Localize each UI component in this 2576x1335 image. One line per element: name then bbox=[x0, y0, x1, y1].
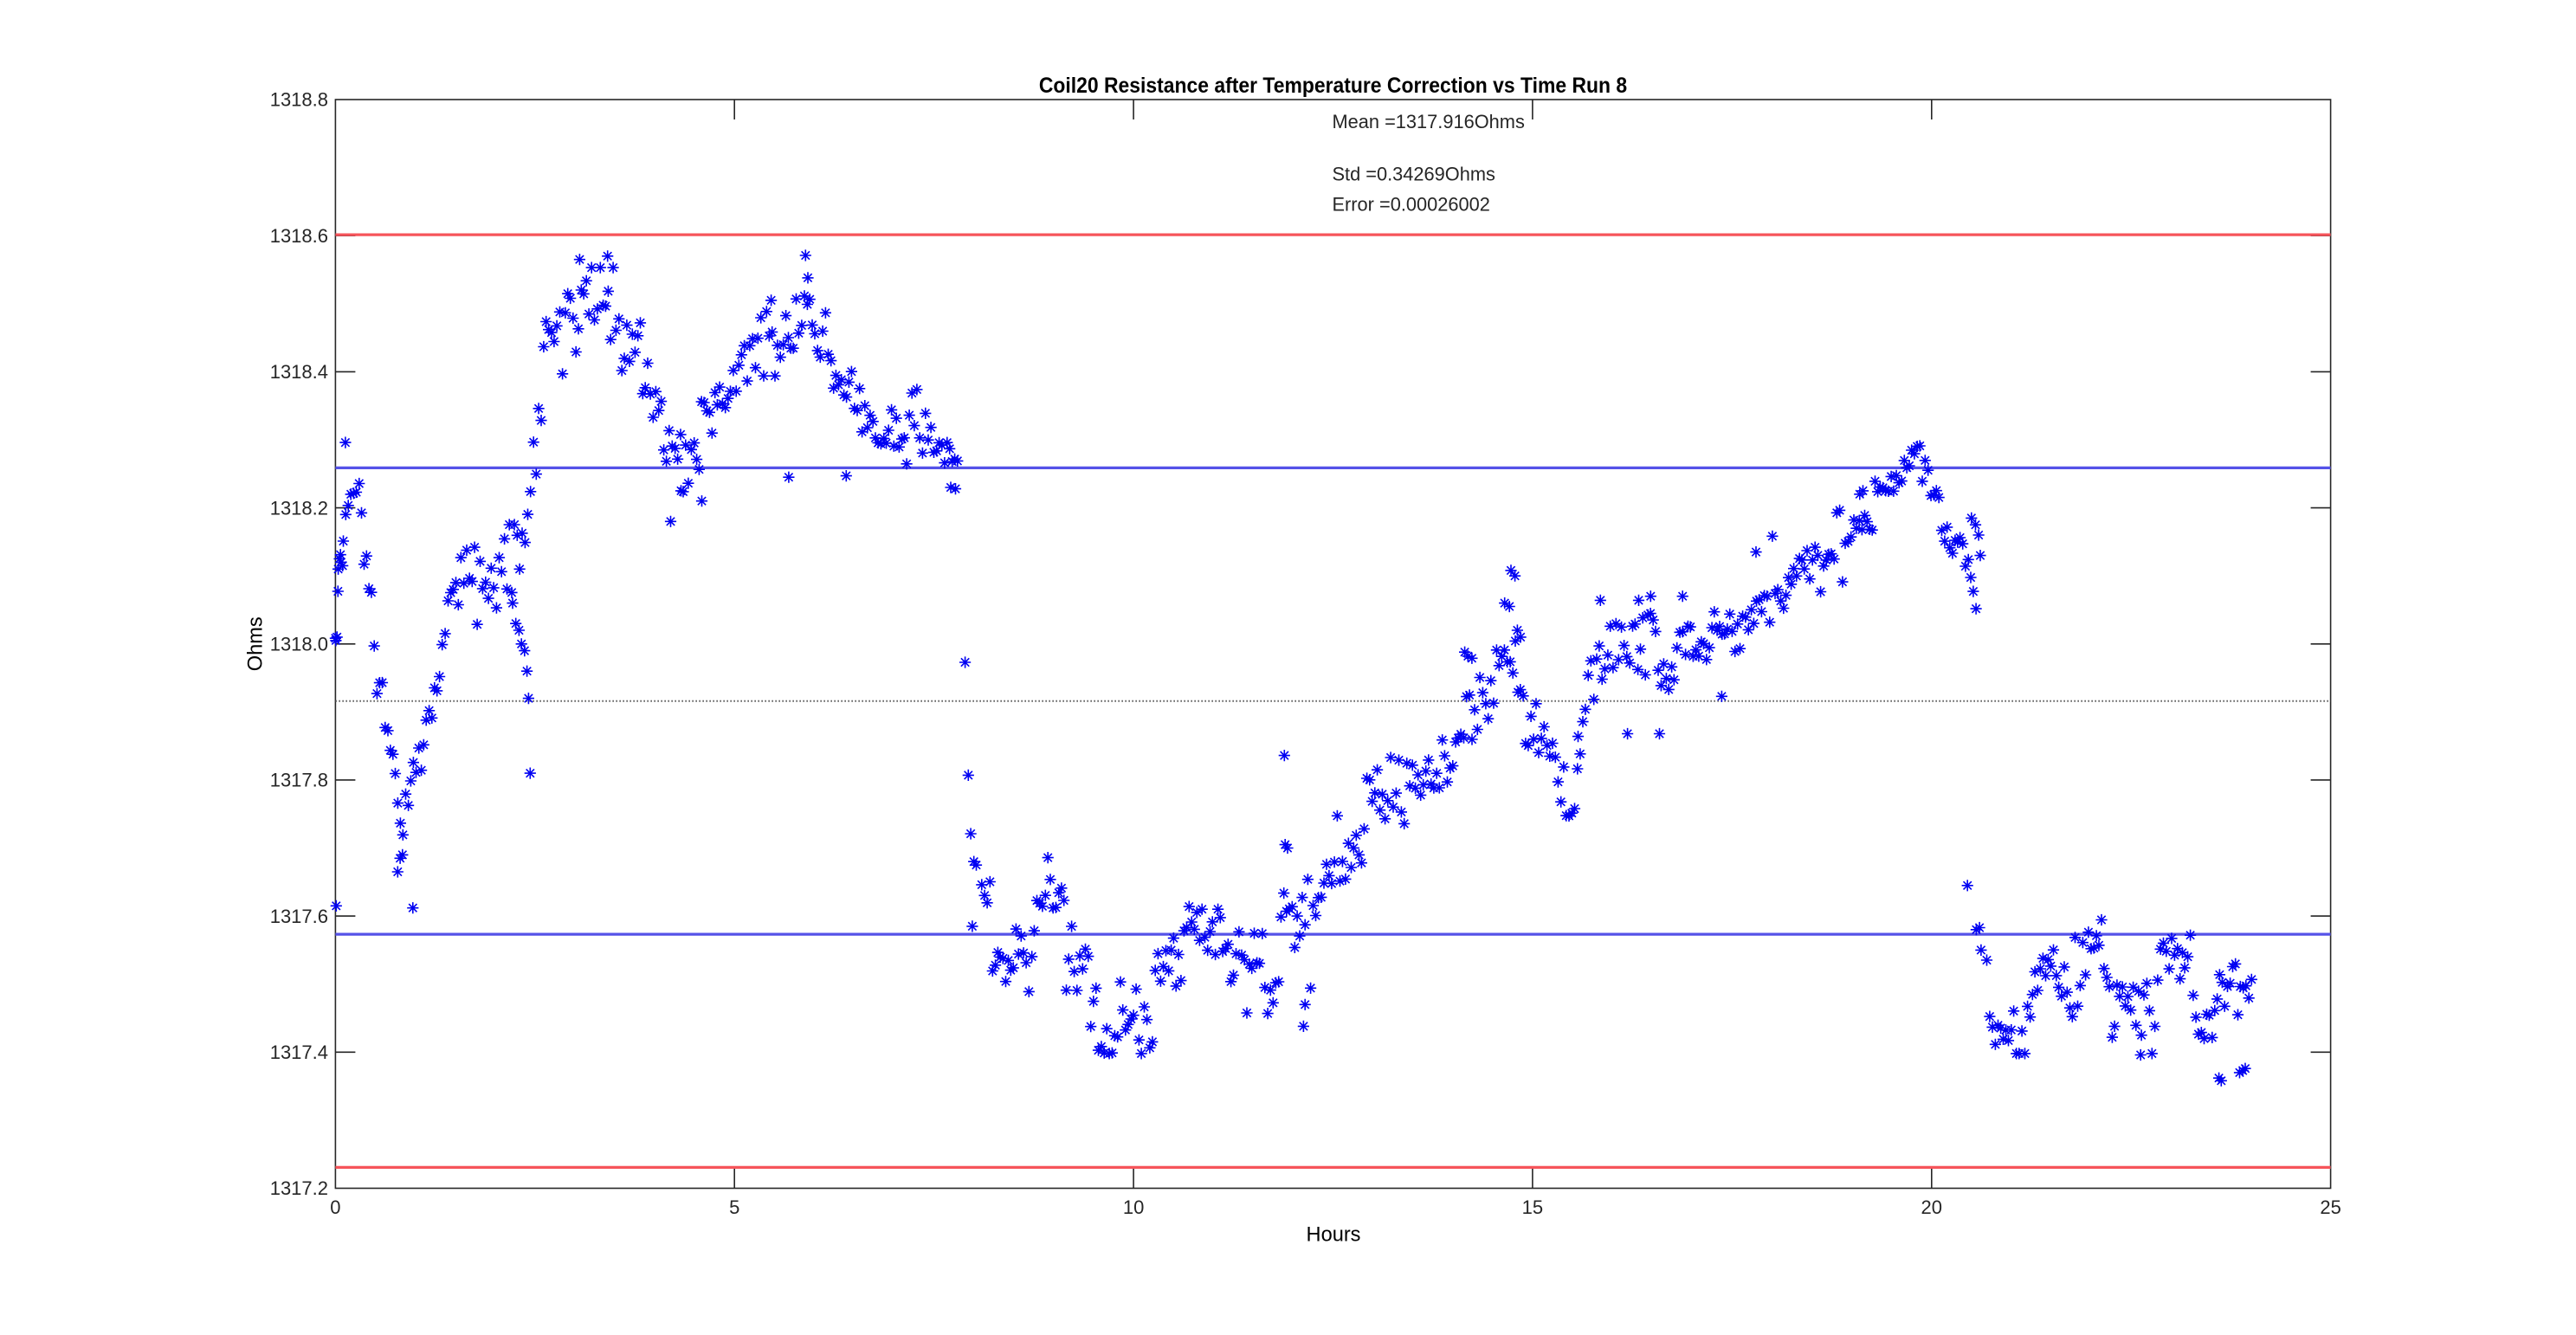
svg-text:1317.2: 1317.2 bbox=[270, 1177, 328, 1199]
svg-text:1317.4: 1317.4 bbox=[270, 1042, 328, 1063]
svg-text:Mean =1317.916Ohms: Mean =1317.916Ohms bbox=[1333, 111, 1525, 132]
svg-text:1317.6: 1317.6 bbox=[270, 906, 328, 927]
svg-text:Error =0.00026002: Error =0.00026002 bbox=[1333, 194, 1490, 216]
svg-text:10: 10 bbox=[1123, 1196, 1144, 1218]
svg-text:Ohms: Ohms bbox=[244, 616, 267, 671]
svg-text:15: 15 bbox=[1522, 1196, 1543, 1218]
svg-text:Std =0.34269Ohms: Std =0.34269Ohms bbox=[1333, 164, 1496, 185]
svg-text:25: 25 bbox=[2320, 1196, 2340, 1218]
svg-text:Hours: Hours bbox=[1307, 1223, 1361, 1246]
svg-text:1317.8: 1317.8 bbox=[270, 770, 328, 791]
svg-text:1318.8: 1318.8 bbox=[270, 89, 328, 111]
svg-text:0: 0 bbox=[330, 1196, 340, 1218]
svg-text:1318.2: 1318.2 bbox=[270, 497, 328, 519]
svg-text:Coil20 Resistance after Temper: Coil20 Resistance after Temperature Corr… bbox=[1039, 74, 1627, 98]
svg-text:1318.4: 1318.4 bbox=[270, 361, 328, 383]
svg-text:1318.6: 1318.6 bbox=[270, 225, 328, 247]
svg-text:20: 20 bbox=[1921, 1196, 1942, 1218]
svg-text:1318.0: 1318.0 bbox=[270, 634, 328, 655]
svg-text:5: 5 bbox=[729, 1196, 739, 1218]
